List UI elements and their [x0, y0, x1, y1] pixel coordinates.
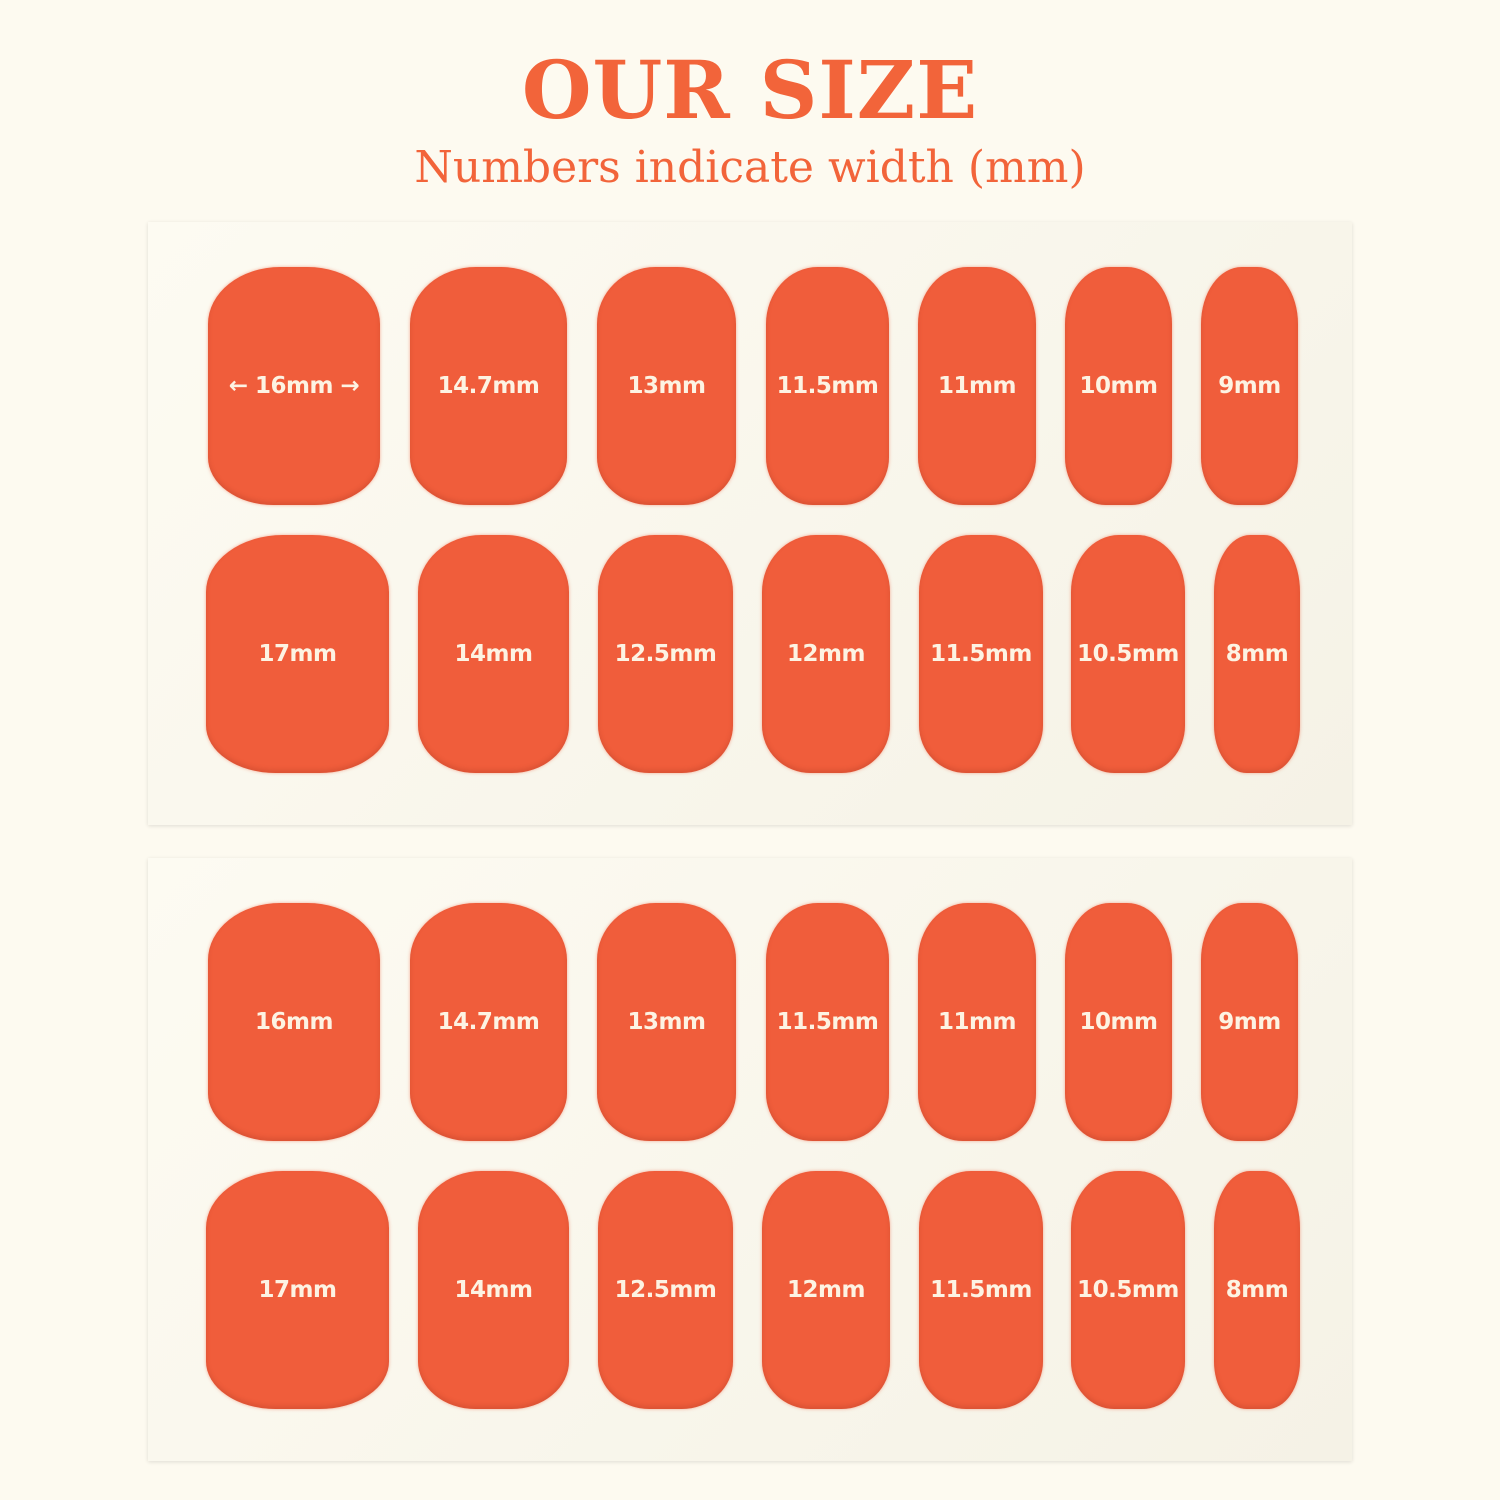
page-subtitle: Numbers indicate width (mm) [414, 142, 1086, 193]
nail-tip: 10mm [1065, 267, 1172, 505]
nail-size-label: 10.5mm [1077, 641, 1179, 667]
nail-size-label: 11mm [938, 373, 1016, 399]
nail-tip: 9mm [1201, 267, 1298, 505]
nail-size-label: 10mm [1079, 373, 1158, 399]
nail-tip: 12.5mm [598, 535, 733, 773]
nail-size-label: 11.5mm [930, 641, 1032, 667]
nail-size-label: 16mm [255, 1009, 333, 1035]
nail-tip: 13mm [597, 903, 736, 1141]
nail-tip: 11.5mm [919, 535, 1043, 773]
nail-size-label: 14mm [454, 641, 533, 667]
nail-sheet-panel: ← 16mm → 14.7mm 13mm 11.5mm 11mm 10mm 9mm 17mm 1… [148, 222, 1352, 825]
nail-size-label: ← 16mm → [228, 373, 360, 399]
nail-size-label: 14.7mm [437, 373, 540, 399]
nail-size-label: 9mm [1218, 1009, 1281, 1035]
nail-size-label: 9mm [1218, 373, 1281, 399]
nail-size-label: 17mm [258, 1277, 337, 1303]
nail-tip: 12mm [762, 1171, 890, 1409]
nail-size-label: 13mm [627, 1009, 706, 1035]
nail-size-label: 11.5mm [930, 1277, 1032, 1303]
nail-size-label: 14.7mm [437, 1009, 540, 1035]
nail-tip: 13mm [597, 267, 736, 505]
nail-tip: 17mm [206, 1171, 389, 1409]
nail-tip: 16mm [208, 903, 380, 1141]
page-title: OUR SIZE [521, 43, 979, 137]
nail-size-label: 17mm [258, 641, 337, 667]
nail-tip: 10.5mm [1071, 1171, 1185, 1409]
nail-size-label: 11mm [938, 1009, 1016, 1035]
nail-tip: 14mm [418, 1171, 569, 1409]
nail-size-label: 12mm [787, 641, 865, 667]
nail-tip: 12mm [762, 535, 890, 773]
nail-tip: 11mm [918, 903, 1036, 1141]
nail-size-label: 8mm [1225, 641, 1289, 667]
nail-size-label: 12.5mm [614, 1277, 717, 1303]
nail-tip: 11.5mm [766, 267, 889, 505]
nail-size-label: 12mm [787, 1277, 865, 1303]
nail-size-label: 11.5mm [776, 1009, 879, 1035]
nail-size-label: 11.5mm [776, 373, 879, 399]
nail-sheet-panel: 16mm 14.7mm 13mm 11.5mm 11mm 10mm 9mm 17mm 14mm 1… [148, 858, 1352, 1461]
nail-tip: 8mm [1214, 535, 1300, 773]
nail-tip: 14.7mm [410, 903, 567, 1141]
nail-size-label: 10.5mm [1077, 1277, 1179, 1303]
nail-tip: ← 16mm → [208, 267, 380, 505]
nail-tip: 11mm [918, 267, 1036, 505]
nail-tip: 14mm [418, 535, 569, 773]
nail-tip: 17mm [206, 535, 389, 773]
nail-tip: 12.5mm [598, 1171, 733, 1409]
nail-tip: 10mm [1065, 903, 1172, 1141]
nail-tip: 9mm [1201, 903, 1298, 1141]
nail-tip: 14.7mm [410, 267, 567, 505]
nail-size-label: 13mm [627, 373, 706, 399]
nail-tip: 11.5mm [766, 903, 889, 1141]
nail-tip: 10.5mm [1071, 535, 1185, 773]
nail-size-label: 14mm [454, 1277, 533, 1303]
nail-tip: 11.5mm [919, 1171, 1043, 1409]
nail-size-label: 10mm [1079, 1009, 1158, 1035]
nail-size-label: 8mm [1225, 1277, 1289, 1303]
nail-tip: 8mm [1214, 1171, 1300, 1409]
nail-size-label: 12.5mm [614, 641, 717, 667]
